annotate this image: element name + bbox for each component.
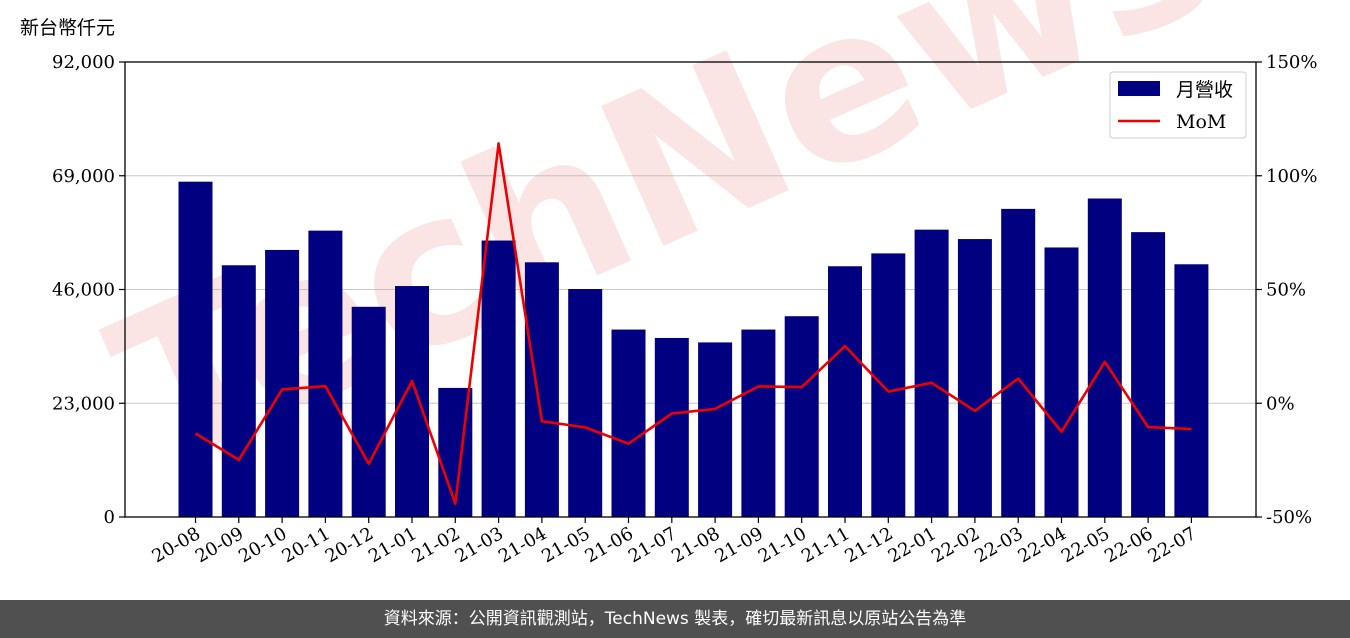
x-tick-label-20-09: 20-09	[192, 523, 247, 567]
mom-line	[194, 142, 1192, 505]
legend-swatch-revenue	[1118, 81, 1160, 96]
x-tick-label-21-02: 21-02	[408, 523, 463, 567]
x-tick-label-22-05: 22-05	[1058, 523, 1113, 567]
left-tick-label-2: 46,000	[52, 280, 115, 301]
left-axis-unit-label: 新台幣仟元	[20, 17, 115, 39]
right-tick-label-1: 0%	[1266, 393, 1295, 414]
right-tick-label-4: 150%	[1266, 52, 1317, 73]
x-tick-label-22-07: 22-07	[1144, 523, 1199, 567]
bar-21-05	[568, 289, 603, 517]
left-tick-label-0: 0	[104, 507, 115, 528]
x-tick-label-21-09: 21-09	[711, 523, 766, 567]
x-tick-label-21-05: 21-05	[538, 523, 593, 567]
bar-22-07	[1174, 264, 1209, 517]
bar-20-12	[351, 306, 386, 517]
x-tick-label-21-11: 21-11	[798, 523, 853, 567]
left-axis: 0 23,000 46,000 69,000 92,000	[52, 52, 125, 528]
left-tick-label-1: 23,000	[52, 393, 115, 414]
bar-20-09	[221, 265, 256, 517]
bar-21-04	[524, 262, 559, 517]
x-tick-label-20-08: 20-08	[149, 523, 204, 567]
legend-label-revenue: 月營收	[1176, 79, 1233, 101]
bar-22-06	[1131, 232, 1166, 517]
x-axis: 20-0820-0920-1020-1120-1221-0121-0221-03…	[149, 517, 1200, 567]
x-tick-label-21-01: 21-01	[365, 523, 420, 567]
right-tick-label-2: 50%	[1266, 280, 1306, 301]
x-tick-label-22-01: 22-01	[885, 523, 940, 567]
x-tick-label-20-12: 20-12	[322, 523, 377, 567]
bar-21-11	[828, 266, 862, 517]
bar-22-03	[1001, 208, 1036, 517]
x-tick-label-22-04: 22-04	[1015, 523, 1070, 567]
x-tick-label-22-06: 22-06	[1101, 523, 1156, 567]
x-tick-label-21-03: 21-03	[452, 523, 507, 567]
x-tick-label-22-02: 22-02	[928, 523, 983, 567]
x-tick-label-21-06: 21-06	[582, 523, 637, 567]
bar-22-04	[1044, 247, 1079, 517]
legend: 月營收 MoM	[1109, 71, 1247, 139]
right-tick-label-3: 100%	[1266, 166, 1317, 187]
bar-21-03	[481, 240, 516, 518]
bar-22-05	[1087, 198, 1122, 517]
bar-20-10	[265, 249, 300, 517]
x-tick-label-20-10: 20-10	[235, 523, 290, 567]
x-tick-label-21-08: 21-08	[668, 523, 723, 567]
bar-21-07	[654, 337, 689, 517]
legend-label-mom: MoM	[1176, 111, 1226, 133]
x-tick-label-21-07: 21-07	[625, 523, 680, 567]
bar-21-12	[871, 253, 906, 518]
bar-21-09	[741, 329, 776, 517]
bar-21-08	[698, 342, 733, 517]
mom-line-layer	[194, 142, 1192, 505]
left-tick-label-4: 92,000	[52, 52, 115, 73]
bar-21-10	[784, 316, 819, 517]
footer-source-note: 資料來源：公開資訊觀測站，TechNews 製表，確切最新訊息以原站公告為準	[0, 600, 1350, 638]
bar-22-01	[914, 229, 949, 518]
x-tick-label-21-12: 21-12	[841, 523, 896, 567]
bar-20-11	[308, 230, 343, 518]
x-tick-label-21-10: 21-10	[755, 523, 810, 567]
bar-20-08	[178, 181, 213, 517]
right-tick-label-0: -50%	[1266, 507, 1312, 528]
x-tick-label-20-11: 20-11	[278, 523, 333, 567]
x-tick-label-21-04: 21-04	[495, 523, 550, 567]
x-tick-label-22-03: 22-03	[971, 523, 1026, 567]
bar-21-06	[611, 329, 646, 517]
left-tick-label-3: 69,000	[52, 166, 115, 187]
right-axis: -50% 0% 50% 100% 150%	[1256, 52, 1317, 528]
bar-22-02	[957, 239, 992, 517]
revenue-bars	[178, 181, 1209, 518]
